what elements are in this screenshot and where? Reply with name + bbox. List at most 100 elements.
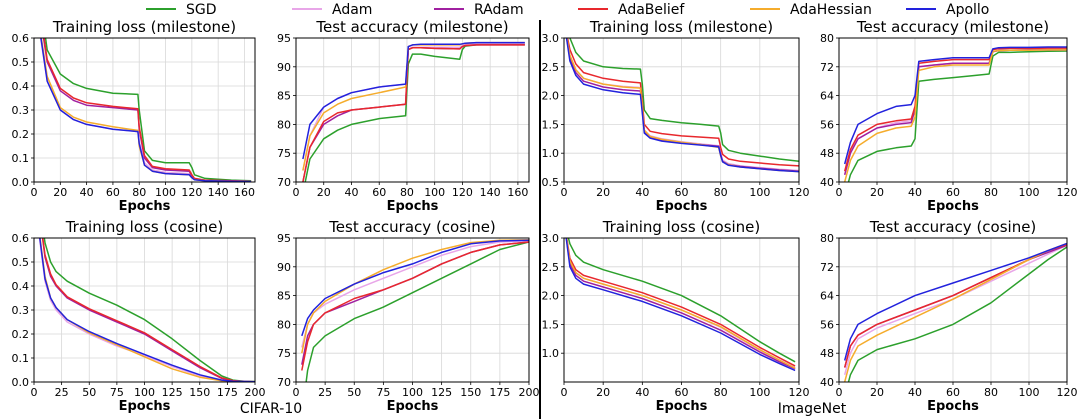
y-tick-label: 0.0	[12, 376, 30, 389]
x-axis-label: Epochs	[387, 399, 439, 414]
x-tick-label: 50	[82, 386, 96, 399]
y-tick-label: 80	[820, 232, 834, 245]
series-group	[39, 38, 252, 182]
x-tick-label: 80	[400, 186, 414, 199]
x-tick-label: 160	[507, 186, 528, 199]
x-tick-label: 0	[836, 186, 843, 199]
chart-panel-4: 0 20 40 60 80 100 120 40 48 56 64 72 80 Test accuracy…	[820, 18, 1078, 214]
legend-label: RAdam	[474, 2, 524, 18]
x-tick-label: 200	[245, 386, 266, 399]
series-line-radam	[301, 241, 529, 365]
y-tick-label: 3.0	[542, 232, 560, 245]
x-tick-label: 20	[870, 186, 884, 199]
x-tick-label: 175	[217, 386, 238, 399]
x-tick-label: 150	[189, 386, 210, 399]
panel-title: Training loss (cosine)	[65, 218, 224, 236]
series-line-radam	[565, 238, 796, 370]
series-line-adahessian	[302, 41, 525, 171]
y-tick-label: 2.0	[542, 290, 560, 303]
chart-panel-1: 0 20 40 60 80 100 120 140 160 0.0 0.1 0.2 0.3 0.4 0.5 0…	[12, 18, 256, 214]
x-tick-label: 0	[561, 186, 568, 199]
legend-label: Apollo	[946, 2, 989, 18]
series-line-apollo	[843, 242, 1067, 361]
chart-panel-5: 0 25 50 75 100 125 150 175 200 0.0 0.1 0.2 0.3 0.4 0.5…	[12, 218, 266, 414]
legend-item-radam: RAdam	[434, 2, 524, 18]
panel-title: Training loss (milestone)	[52, 18, 236, 36]
series-line-adam	[843, 244, 1067, 375]
x-tick-label: 80	[714, 386, 728, 399]
legend-label: Adam	[332, 2, 372, 18]
y-tick-label: 0.3	[12, 304, 30, 317]
x-tick-label: 40	[908, 186, 922, 199]
x-tick-label: 100	[155, 186, 176, 199]
series-line-apollo	[565, 238, 796, 372]
x-tick-label: 0	[561, 386, 568, 399]
x-tick-label: 125	[162, 386, 183, 399]
x-tick-label: 0	[31, 386, 38, 399]
legend-label: SGD	[186, 2, 217, 18]
x-tick-label: 120	[1057, 186, 1078, 199]
y-tick-label: 40	[820, 176, 834, 189]
x-tick-label: 100	[402, 386, 423, 399]
x-tick-label: 200	[519, 386, 540, 399]
dataset-label-left: CIFAR-10	[240, 401, 302, 417]
y-tick-label: 0.5	[12, 56, 30, 69]
y-tick-label: 0.1	[12, 152, 30, 165]
x-tick-label: 60	[946, 186, 960, 199]
y-tick-label: 2.0	[542, 90, 560, 103]
x-tick-label: 40	[635, 186, 649, 199]
panel-title: Test accuracy (milestone)	[856, 18, 1049, 36]
x-tick-label: 100	[424, 186, 445, 199]
x-tick-label: 120	[789, 186, 810, 199]
series-line-adam	[302, 43, 525, 171]
y-tick-label: 0.0	[12, 176, 30, 189]
series-line-sgd	[847, 246, 1067, 382]
x-tick-label: 40	[80, 186, 94, 199]
x-tick-label: 100	[1019, 386, 1040, 399]
series-group	[843, 46, 1067, 182]
x-axis-label: Epochs	[927, 399, 979, 414]
chart-panel-8: 0 20 40 60 80 100 120 40 48 56 64 72 80 Test accuracy…	[820, 218, 1078, 414]
series-line-adahessian	[843, 242, 1067, 382]
x-tick-label: 40	[344, 186, 358, 199]
series-line-sgd	[305, 241, 529, 382]
x-tick-label: 0	[31, 186, 38, 199]
x-tick-label: 120	[1057, 386, 1078, 399]
x-tick-label: 100	[1019, 186, 1040, 199]
x-axis-label: Epochs	[119, 199, 171, 214]
x-tick-label: 140	[480, 186, 501, 199]
x-tick-label: 150	[460, 386, 481, 399]
series-group	[565, 238, 796, 372]
x-tick-label: 100	[749, 386, 770, 399]
y-tick-label: 90	[277, 61, 291, 74]
y-tick-label: 2.5	[542, 261, 560, 274]
x-axis-label: Epochs	[119, 399, 171, 414]
series-line-adabelief	[843, 47, 1067, 172]
y-tick-label: 0.2	[12, 328, 30, 341]
chart-panel-6: 0 25 50 75 100 125 150 175 200 70 75 80 85 90 95 Test a…	[277, 218, 540, 414]
y-tick-label: 0.6	[12, 232, 30, 245]
x-tick-label: 80	[132, 186, 146, 199]
y-tick-label: 75	[277, 147, 291, 160]
y-tick-label: 0.5	[12, 256, 30, 269]
y-tick-label: 0.4	[12, 80, 30, 93]
series-group	[38, 238, 255, 382]
x-tick-label: 50	[347, 386, 361, 399]
x-tick-label: 40	[635, 386, 649, 399]
legend-label: AdaHessian	[790, 2, 872, 18]
x-tick-label: 75	[110, 386, 124, 399]
x-tick-label: 80	[984, 186, 998, 199]
y-tick-label: 72	[820, 61, 834, 74]
y-tick-label: 80	[277, 318, 291, 331]
series-line-apollo	[843, 46, 1067, 165]
x-axis-label: Epochs	[656, 399, 708, 414]
series-line-sgd	[569, 38, 799, 163]
y-tick-label: 64	[820, 90, 834, 103]
legend-item-adabelief: AdaBelief	[578, 2, 685, 18]
x-tick-label: 80	[714, 186, 728, 199]
plot-frame	[295, 37, 530, 183]
x-tick-label: 20	[317, 186, 331, 199]
x-tick-label: 0	[293, 186, 300, 199]
x-axis-label: Epochs	[387, 199, 439, 214]
y-tick-label: 70	[277, 376, 291, 389]
